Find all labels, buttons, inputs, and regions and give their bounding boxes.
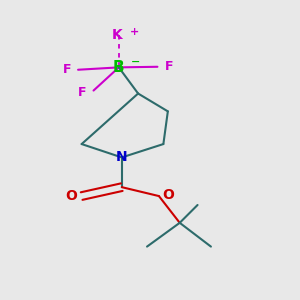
Text: F: F	[62, 63, 71, 76]
Text: N: N	[116, 150, 128, 164]
Text: B: B	[113, 60, 124, 75]
Text: O: O	[65, 189, 77, 203]
Text: F: F	[164, 60, 173, 73]
Text: K: K	[112, 28, 123, 42]
Text: −: −	[130, 57, 140, 67]
Text: +: +	[130, 27, 139, 37]
Text: O: O	[162, 188, 174, 202]
Text: F: F	[78, 85, 86, 98]
